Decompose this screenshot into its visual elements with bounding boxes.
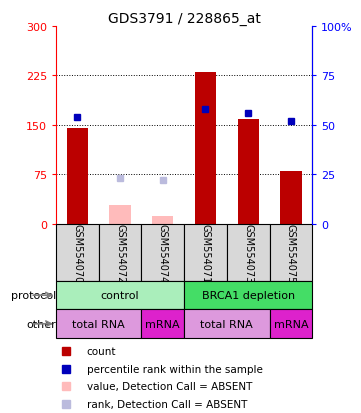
Bar (195, 73, 216, 224)
Text: GSM554070: GSM554070 (72, 223, 82, 282)
Text: total RNA: total RNA (72, 319, 125, 329)
Text: mRNA: mRNA (145, 319, 180, 329)
Text: protocol: protocol (11, 290, 56, 300)
Title: GDS3791 / 228865_at: GDS3791 / 228865_at (108, 12, 261, 26)
Text: GSM554071: GSM554071 (200, 223, 210, 282)
Bar (56, 281, 184, 310)
Bar (56, 224, 99, 281)
Text: GSM554072: GSM554072 (115, 223, 125, 282)
Text: GSM554074: GSM554074 (158, 223, 168, 282)
Text: total RNA: total RNA (200, 319, 253, 329)
Text: GSM554075: GSM554075 (286, 223, 296, 282)
Text: GSM554073: GSM554073 (243, 223, 253, 282)
Bar (152, 216, 173, 224)
Bar (227, 224, 270, 281)
Text: count: count (87, 347, 116, 356)
Bar (67, 129, 88, 224)
Text: mRNA: mRNA (274, 319, 308, 329)
Bar (142, 224, 184, 281)
Bar (238, 120, 259, 224)
Bar (99, 224, 142, 281)
Text: BRCA1 depletion: BRCA1 depletion (202, 290, 295, 300)
Text: control: control (101, 290, 139, 300)
Bar (184, 281, 312, 310)
Bar (142, 310, 184, 338)
Bar (56, 310, 142, 338)
Text: value, Detection Call = ABSENT: value, Detection Call = ABSENT (87, 381, 252, 391)
Bar (184, 310, 270, 338)
Text: rank, Detection Call = ABSENT: rank, Detection Call = ABSENT (87, 399, 247, 408)
Bar (109, 206, 131, 224)
Bar (270, 310, 312, 338)
Text: percentile rank within the sample: percentile rank within the sample (87, 364, 262, 374)
Text: other: other (26, 319, 56, 329)
Bar (280, 171, 301, 224)
Bar (270, 224, 312, 281)
Bar (184, 224, 227, 281)
